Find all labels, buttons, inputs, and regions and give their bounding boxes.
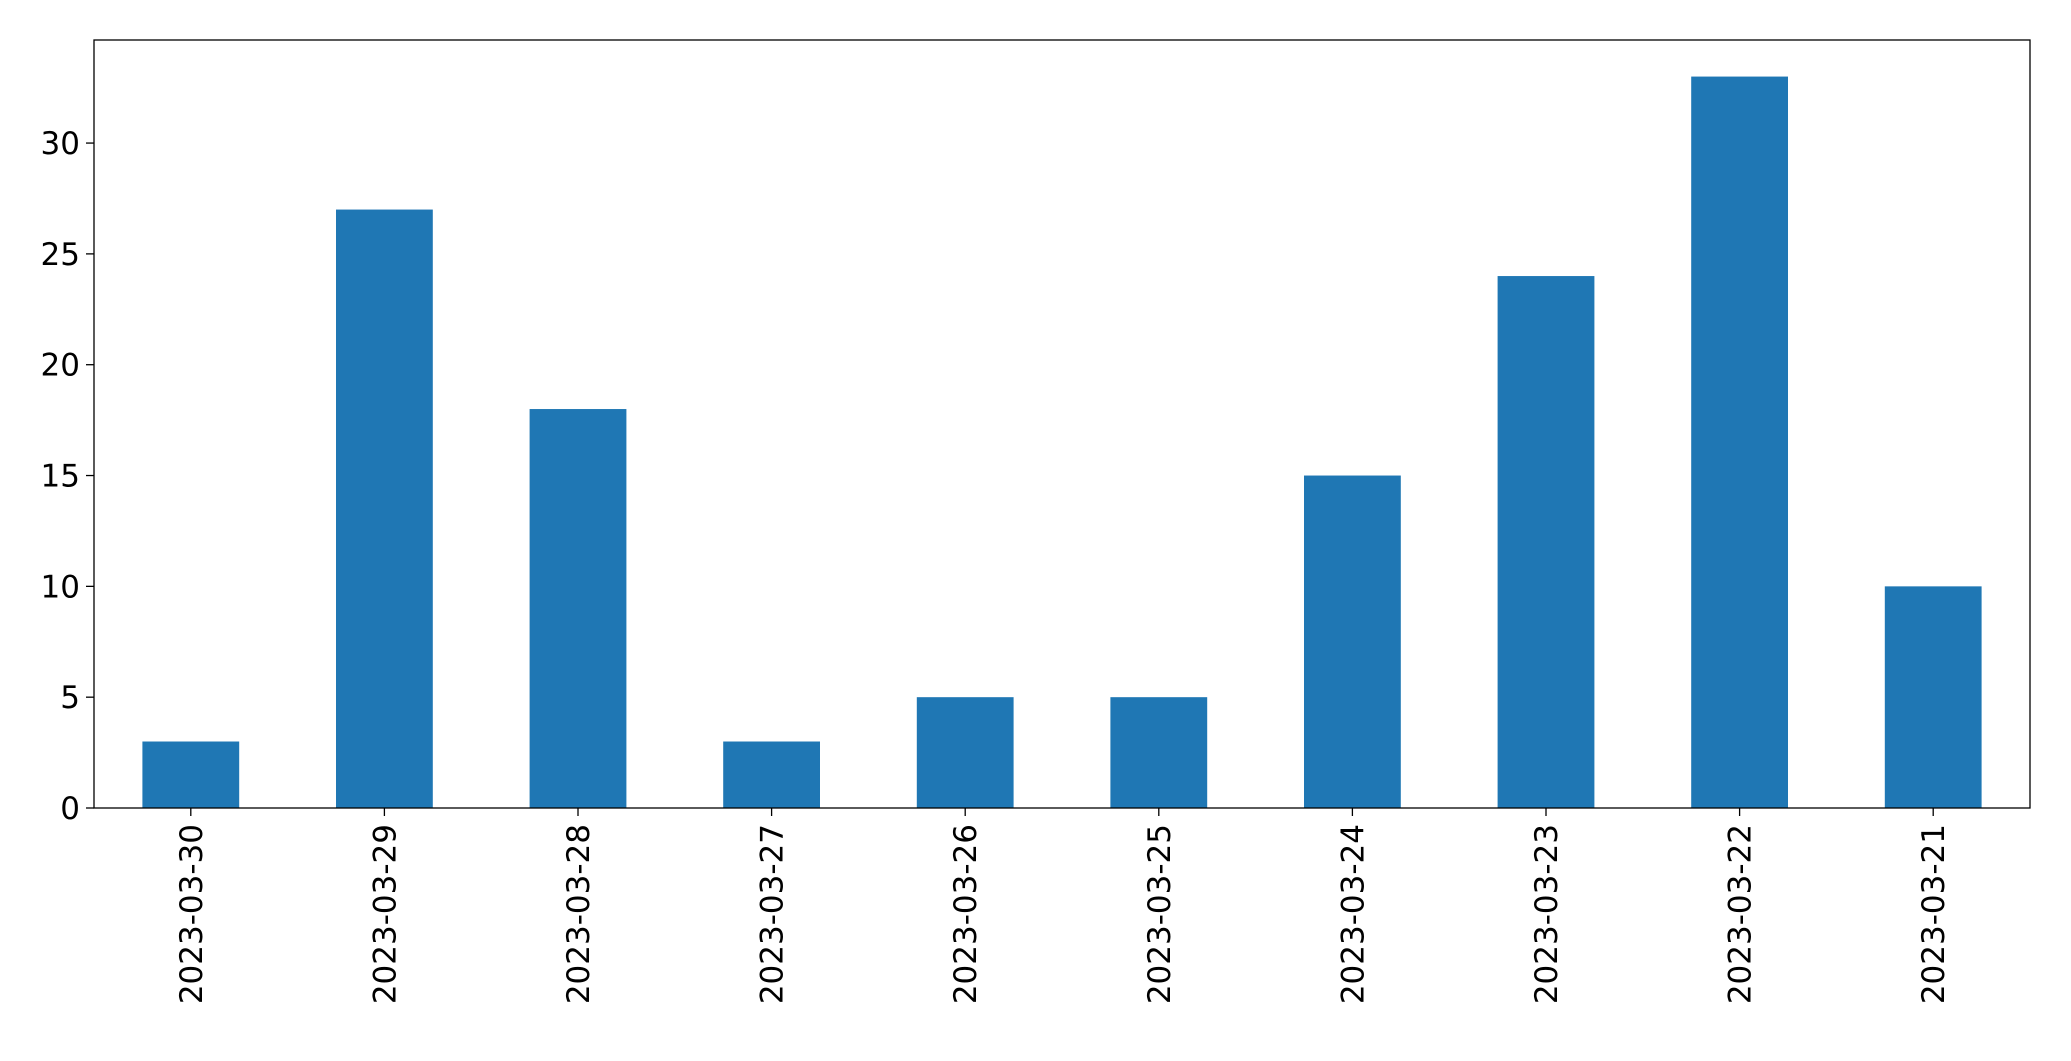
bar xyxy=(1110,697,1208,808)
bar xyxy=(142,741,240,808)
bar xyxy=(1497,276,1595,808)
y-tick-label: 5 xyxy=(60,680,80,716)
x-tick-label: 2023-03-29 xyxy=(367,824,403,1004)
bar xyxy=(916,697,1014,808)
x-tick-label: 2023-03-24 xyxy=(1335,824,1371,1004)
y-tick-label: 30 xyxy=(41,126,80,162)
y-tick-label: 20 xyxy=(41,348,80,384)
x-tick-label: 2023-03-22 xyxy=(1723,824,1759,1004)
x-tick-label: 2023-03-21 xyxy=(1916,824,1952,1004)
bar xyxy=(1691,76,1788,809)
bar xyxy=(336,209,433,808)
bar xyxy=(529,409,627,808)
x-tick-label: 2023-03-28 xyxy=(561,824,597,1004)
bar xyxy=(1304,475,1401,808)
bar xyxy=(723,741,820,808)
x-tick-label: 2023-03-27 xyxy=(755,824,791,1004)
y-tick-label: 25 xyxy=(41,237,80,273)
plot-frame xyxy=(93,39,2031,809)
x-tick-label: 2023-03-23 xyxy=(1529,824,1565,1004)
x-tick-label: 2023-03-25 xyxy=(1142,824,1178,1004)
y-tick-label: 10 xyxy=(41,569,80,605)
y-tick-label: 15 xyxy=(41,459,80,495)
x-tick-label: 2023-03-30 xyxy=(174,824,210,1004)
bar xyxy=(1884,586,1982,808)
x-tick-label: 2023-03-26 xyxy=(948,824,984,1004)
y-tick-label: 0 xyxy=(60,791,80,827)
